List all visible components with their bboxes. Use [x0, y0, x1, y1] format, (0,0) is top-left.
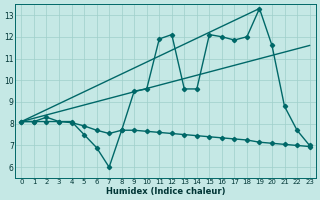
X-axis label: Humidex (Indice chaleur): Humidex (Indice chaleur): [106, 187, 225, 196]
